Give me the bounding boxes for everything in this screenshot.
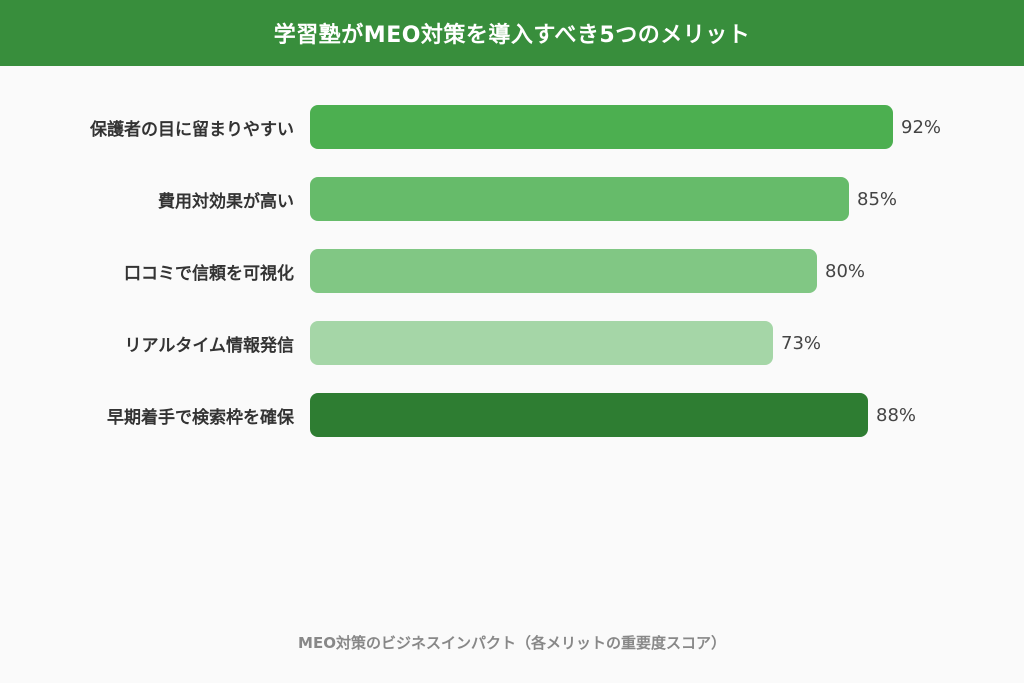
bar-label: 口コミで信頼を可視化 — [124, 263, 294, 284]
bar-label: リアルタイム情報発信 — [124, 335, 295, 356]
bar — [310, 177, 849, 221]
bar — [310, 321, 773, 365]
bar-value: 88% — [876, 404, 917, 426]
bar-value: 85% — [857, 188, 898, 210]
chart-header: 学習塾がMEO対策を導入すべき5つのメリット — [0, 0, 1024, 66]
chart-caption: MEO対策のビジネスインパクト（各メリットの重要度スコア） — [298, 634, 726, 652]
bar-label: 費用対効果が高い — [158, 191, 294, 212]
bar-value: 80% — [825, 260, 866, 282]
bar-label: 保護者の目に留まりやすい — [90, 119, 294, 140]
bar — [310, 105, 893, 149]
bar-row: 口コミで信頼を可視化 80% — [0, 249, 1024, 293]
chart-title: 学習塾がMEO対策を導入すべき5つのメリット — [273, 23, 751, 48]
bar — [310, 393, 868, 437]
bar-row: 費用対効果が高い 85% — [0, 177, 1024, 221]
bar-row: 保護者の目に留まりやすい 92% — [0, 105, 1024, 149]
bar-value: 73% — [781, 332, 822, 354]
bar-label: 早期着手で検索枠を確保 — [107, 407, 294, 428]
bar-value: 92% — [901, 116, 942, 138]
bar-row: リアルタイム情報発信 73% — [0, 321, 1024, 365]
bar — [310, 249, 817, 293]
bar-row: 早期着手で検索枠を確保 88% — [0, 393, 1024, 437]
